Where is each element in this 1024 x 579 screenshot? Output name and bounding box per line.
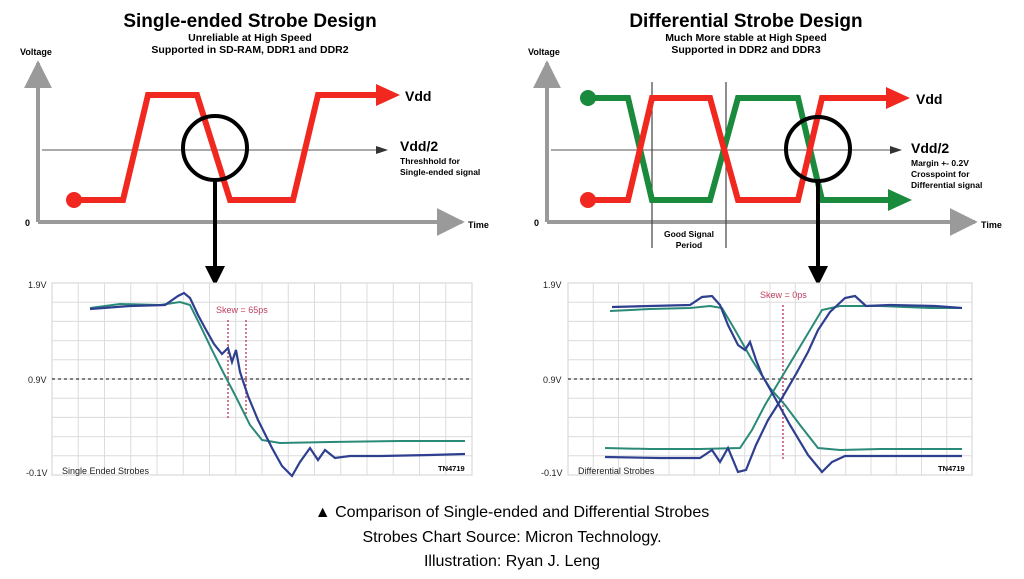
right-zoom-arrowhead [808,266,828,286]
left-note-1: Threshhold for [400,156,461,166]
right-note-3: Differential signal [911,180,982,190]
right-skew-label: Skew = 0ps [760,290,807,300]
left-skew-label: Skew = 65ps [216,305,268,315]
left-scope-ytop: 1.9V [28,280,47,290]
left-vdd2-label: Vdd/2 [400,138,438,154]
green-signal-start-dot [580,90,596,106]
left-title: Single-ended Strobe Design [123,11,376,32]
left-time-label: Time [468,220,489,230]
right-scope: 1.9V 0.9V -0.1V Skew = 0ps Differential … [541,280,973,478]
right-trace-blue-rising [604,294,963,474]
right-scope-ymid: 0.9V [543,375,562,385]
right-subtitle-1: Much More stable at High Speed [665,32,827,44]
figure-caption: ▲ Comparison of Single-ended and Differe… [315,504,709,570]
right-scope-tag: TN4719 [938,464,965,473]
right-vdd-label: Vdd [916,91,942,107]
left-vdd-label: Vdd [405,88,431,104]
right-trace-blue-falling [611,294,962,474]
right-vdd2-label: Vdd/2 [911,140,949,156]
left-zoom-arrowhead [205,266,225,286]
left-subtitle-2: Supported in SD-RAM, DDR1 and DDR2 [151,44,348,56]
single-ended-panel: Single-ended Strobe Design Unreliable at… [20,11,489,478]
right-subtitle-2: Supported in DDR2 and DDR3 [671,44,820,56]
right-origin-label: 0 [534,218,539,228]
right-threshold-arrowhead [890,146,902,154]
right-voltage-label: Voltage [528,47,560,57]
red-signal-start-dot [580,192,596,208]
caption-line-1: ▲ Comparison of Single-ended and Differe… [315,504,709,521]
left-threshold-arrowhead [376,146,388,154]
right-title: Differential Strobe Design [629,11,862,32]
caption-line-2: Strobes Chart Source: Micron Technology. [362,529,661,546]
left-scope-ymid: 0.9V [28,375,47,385]
good-period-label-2: Period [676,240,702,250]
green-signal-arrowhead [888,189,912,211]
right-time-label: Time [981,220,1002,230]
single-ended-signal [74,92,380,203]
right-note-2: Crosspoint for [911,169,970,179]
left-subtitle-1: Unreliable at High Speed [188,32,312,44]
right-scope-caption: Differential Strobes [578,466,655,476]
right-scope-ybottom: -0.1V [541,468,563,478]
left-signal-start-dot [66,192,82,208]
left-scope: 1.9V 0.9V -0.1V Skew = 65ps Single Ended… [26,280,473,478]
left-scope-caption: Single Ended Strobes [62,466,150,476]
left-signal-arrowhead [376,84,400,106]
right-note-1: Margin +- 0.2V [911,158,969,168]
left-trace-blue [89,291,466,478]
left-origin-label: 0 [25,218,30,228]
good-period-label-1: Good Signal [664,229,714,239]
caption-line-3: Illustration: Ryan J. Leng [424,553,600,570]
right-scope-ytop: 1.9V [543,280,562,290]
red-signal-arrowhead [886,87,910,109]
left-scope-ybottom: -0.1V [26,468,48,478]
left-note-2: Single-ended signal [400,167,480,177]
differential-panel: Differential Strobe Design Much More sta… [528,11,1002,478]
left-voltage-label: Voltage [20,47,52,57]
left-scope-tag: TN4719 [438,464,465,473]
